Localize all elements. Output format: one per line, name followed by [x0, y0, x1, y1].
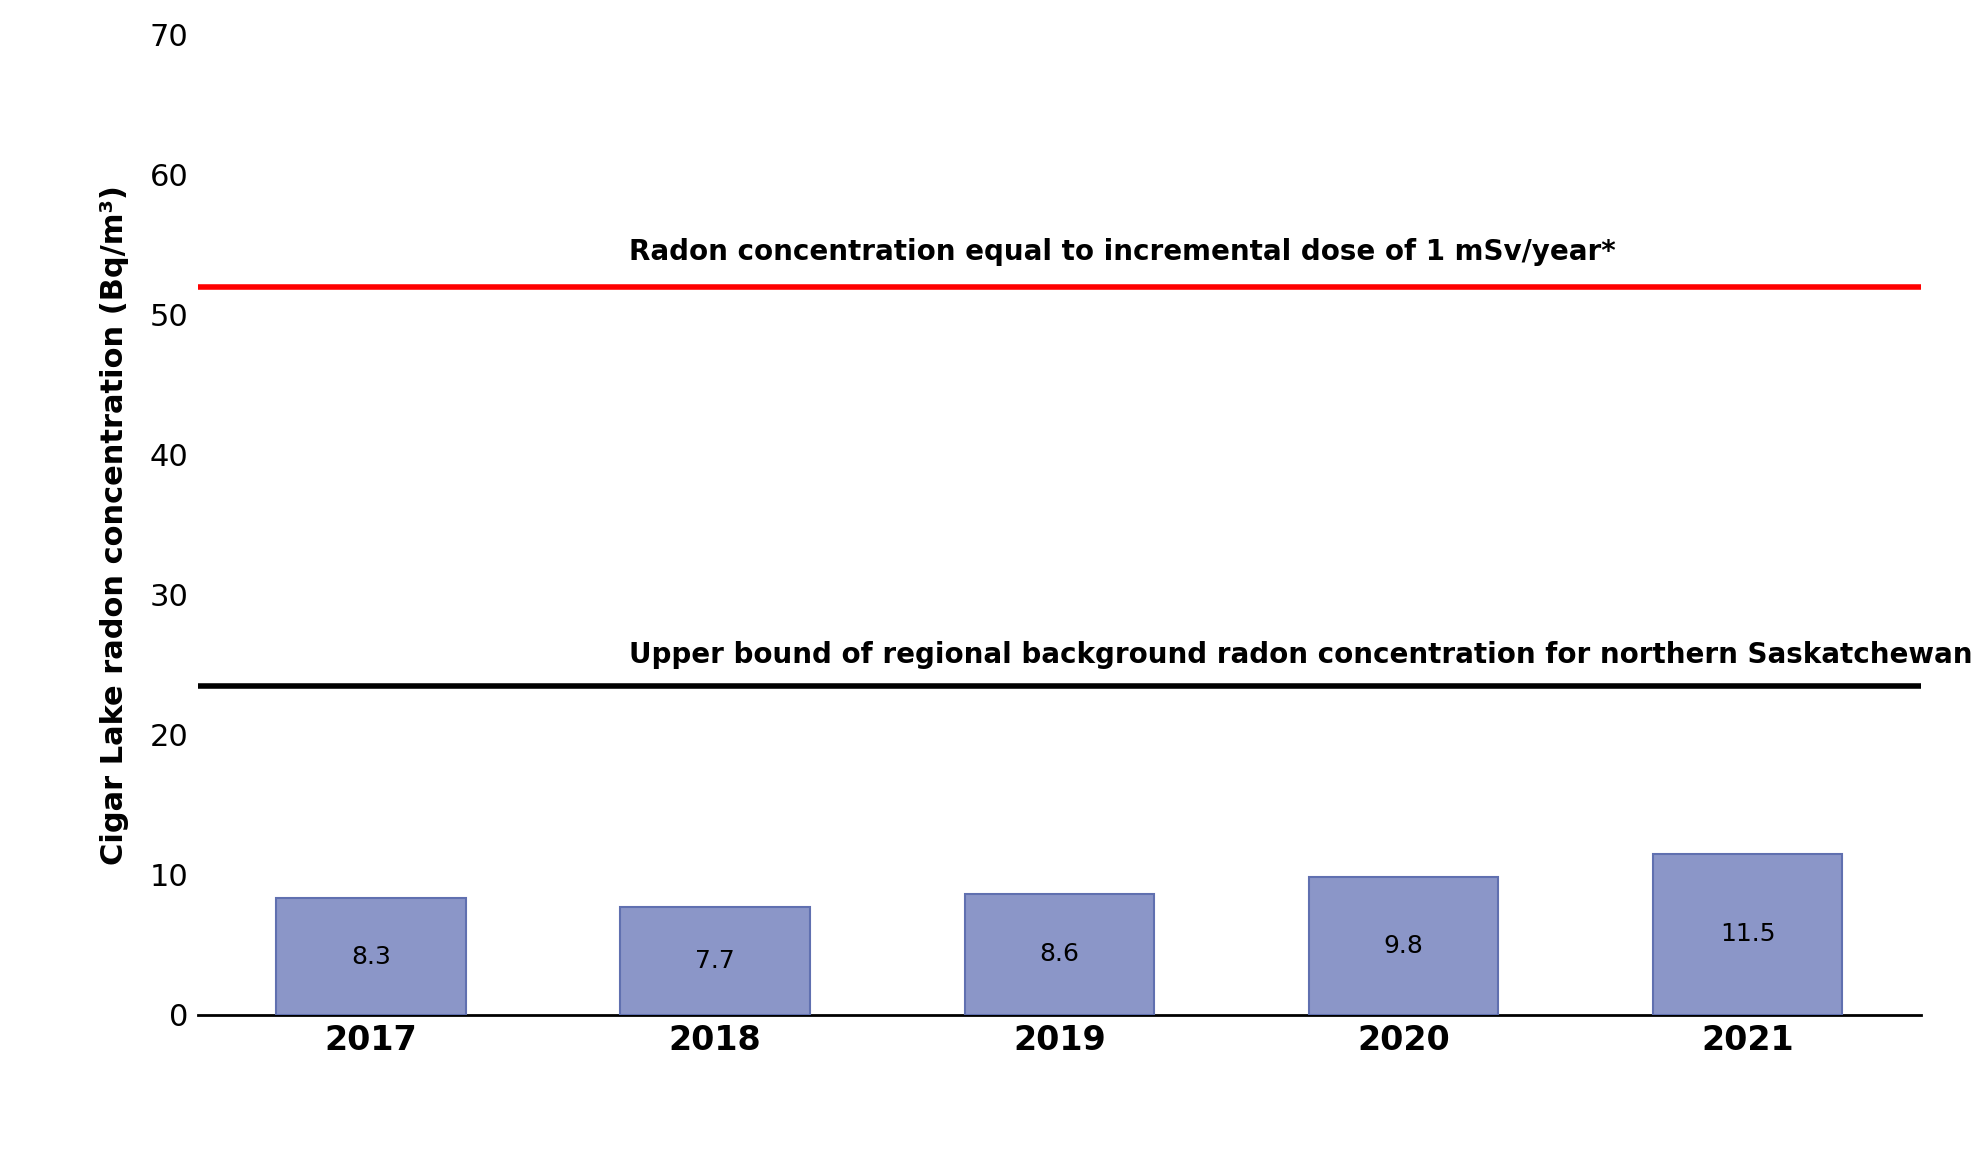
Bar: [620, 906, 810, 1015]
Text: 7.7: 7.7: [695, 949, 735, 973]
Text: 11.5: 11.5: [1721, 922, 1776, 947]
Bar: [1653, 853, 1841, 1015]
Text: Upper bound of regional background radon concentration for northern Saskatchewan: Upper bound of regional background radon…: [630, 641, 1972, 669]
Bar: [277, 898, 465, 1015]
Text: 9.8: 9.8: [1384, 934, 1424, 958]
Text: 8.6: 8.6: [1040, 942, 1079, 966]
Bar: [1309, 877, 1499, 1015]
Text: 8.3: 8.3: [350, 944, 390, 969]
Y-axis label: Cigar Lake radon concentration (Bq/m³): Cigar Lake radon concentration (Bq/m³): [99, 184, 129, 865]
Text: Radon concentration equal to incremental dose of 1 mSv/year*: Radon concentration equal to incremental…: [630, 238, 1616, 265]
Bar: [964, 895, 1154, 1015]
